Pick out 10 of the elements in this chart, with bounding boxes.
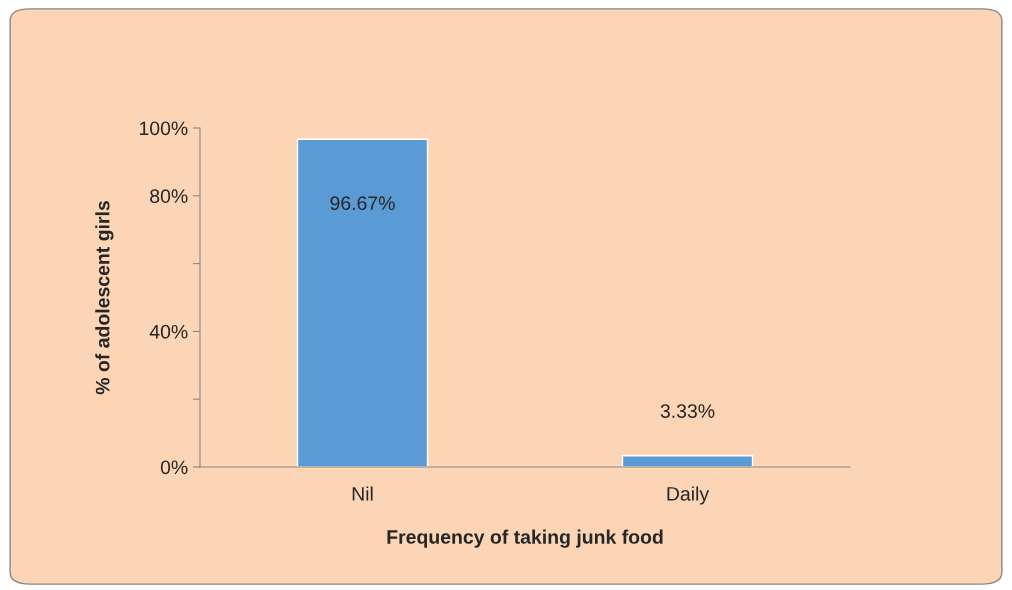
x-axis-title: Frequency of taking junk food [387, 529, 663, 548]
y-tick-label: 100% [139, 121, 188, 136]
y-tick-label: 80% [150, 189, 188, 204]
y-axis-title: % of adolescent girls [95, 201, 114, 395]
x-tick-label: Daily [667, 486, 710, 505]
data-label: 96.67% [330, 196, 395, 211]
y-tick-label: 0% [160, 460, 188, 475]
data-label: 3.33% [660, 404, 715, 418]
x-tick-label: Nil [352, 486, 373, 501]
y-tick-label: 40% [149, 324, 188, 339]
